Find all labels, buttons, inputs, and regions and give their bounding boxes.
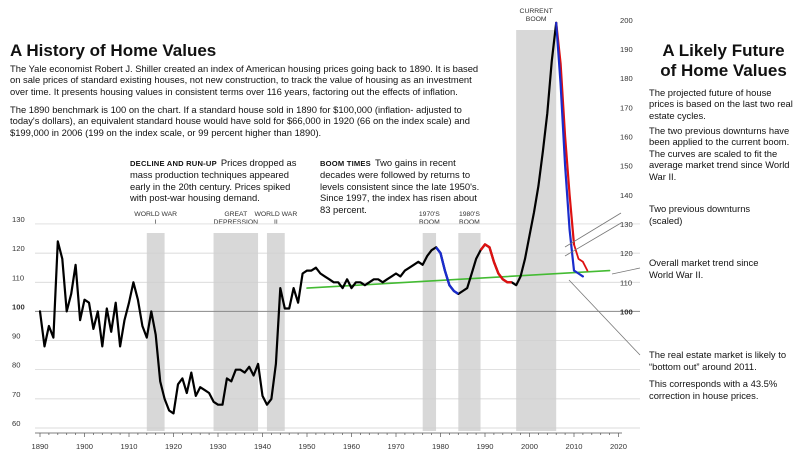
- y-tick-right-5: 150: [620, 162, 633, 171]
- y-tick-right-3: 130: [620, 220, 633, 229]
- boom-caption: BOOM TIMES: [320, 159, 371, 168]
- y-tick-left-6: 120: [12, 244, 25, 253]
- downturns-note-line-2: (scaled): [649, 215, 683, 226]
- x-tick-label-7: 1960: [343, 442, 360, 451]
- y-tick-left-7: 130: [12, 215, 25, 224]
- left-benchmark-paragraph: The 1890 benchmark is 100 on the chart. …: [10, 104, 470, 138]
- x-tick-label-13: 2020: [610, 442, 627, 451]
- right-paragraph-2: The two previous downturns have been app…: [649, 125, 790, 182]
- y-tick-left-4: 100: [12, 302, 25, 311]
- band-label-1-1: DEPRESSION: [214, 219, 259, 226]
- x-tick-label-1: 1900: [76, 442, 93, 451]
- band-label-4-0: 1980'S: [459, 211, 480, 218]
- x-tick-label-4: 1930: [210, 442, 227, 451]
- correction-note-line-2: correction in house prices.: [649, 390, 759, 401]
- x-tick-label-0: 1890: [32, 442, 49, 451]
- trend-note-line-2: World War II.: [649, 269, 704, 280]
- x-tick-label-9: 1980: [432, 442, 449, 451]
- overlay-1980s-downturn: [479, 243, 512, 284]
- y-tick-right-10: 200: [620, 16, 633, 25]
- overlay-1970s-downturn: [435, 246, 459, 295]
- band-label-5-1: BOOM: [526, 16, 547, 23]
- series-downturn-scaled-blue: [555, 21, 585, 278]
- band-label-4-1: BOOM: [459, 219, 480, 226]
- left-intro-paragraph: The Yale economist Robert J. Shiller cre…: [10, 63, 479, 97]
- x-tick-label-12: 2010: [566, 442, 583, 451]
- band-1: [213, 233, 259, 431]
- x-tick-label-6: 1950: [299, 442, 316, 451]
- decline-caption: DECLINE AND RUN-UP: [130, 159, 217, 168]
- right-title-line-1: A Likely Future: [662, 41, 785, 60]
- y-tick-right-2: 120: [620, 249, 633, 258]
- left-title: A History of Home Values: [10, 41, 217, 60]
- band-label-2-1: II: [274, 219, 278, 226]
- bottom-note-line-2: “bottom out” around 2011.: [649, 361, 757, 372]
- y-tick-left-1: 70: [12, 390, 20, 399]
- bottom-note-line-1: The real estate market is likely to: [649, 349, 787, 360]
- band-label-5-0: CURRENT: [520, 8, 553, 15]
- x-tick-label-10: 1990: [477, 442, 494, 451]
- y-tick-right-1: 110: [620, 278, 632, 287]
- y-tick-right-4: 140: [620, 191, 633, 200]
- band-label-0-0: WORLD WAR: [134, 211, 177, 218]
- x-tick-label-5: 1940: [254, 442, 271, 451]
- boom-text: Two gains in recent decades were followe…: [320, 157, 480, 215]
- downturns-note-line-1: Two previous downturns: [649, 203, 751, 214]
- x-tick-label-3: 1920: [165, 442, 182, 451]
- band-label-3-0: 1970'S: [419, 211, 440, 218]
- correction-note-line-1: This corresponds with a 43.5%: [649, 378, 778, 389]
- series-downturn-scaled-red-tail: [573, 243, 589, 272]
- y-tick-right-8: 180: [620, 74, 633, 83]
- y-tick-left-3: 90: [12, 332, 20, 341]
- series-overall-trend: [306, 269, 611, 289]
- decline-text: Prices dropped as mass production techni…: [130, 157, 297, 204]
- y-tick-left-0: 60: [12, 419, 20, 428]
- right-paragraph-1: The projected future of house prices is …: [649, 87, 793, 121]
- y-tick-left-2: 80: [12, 361, 20, 370]
- y-tick-right-6: 160: [620, 133, 633, 142]
- band-label-2-0: WORLD WAR: [254, 211, 297, 218]
- y-tick-left-5: 110: [12, 273, 24, 282]
- y-tick-right-7: 170: [620, 103, 633, 112]
- y-tick-right-0: 100: [620, 307, 633, 316]
- trend-note-line-1: Overall market trend since: [649, 257, 759, 268]
- band-label-0-1: I: [155, 219, 157, 226]
- band-label-1-0: GREAT: [224, 211, 247, 218]
- decline-annotation: DECLINE AND RUN-UP Prices dropped as mass…: [130, 157, 308, 204]
- boom-annotation: BOOM TIMES Two gains in recent decades we…: [320, 157, 488, 215]
- series-history: [38, 21, 558, 415]
- x-tick-label-2: 1910: [121, 442, 138, 451]
- x-tick-label-8: 1970: [388, 442, 405, 451]
- right-title-line-2: of Home Values: [660, 61, 787, 80]
- y-tick-right-9: 190: [620, 45, 633, 54]
- band-4: [458, 233, 481, 431]
- band-label-3-1: BOOM: [419, 219, 440, 226]
- x-tick-label-11: 2000: [521, 442, 538, 451]
